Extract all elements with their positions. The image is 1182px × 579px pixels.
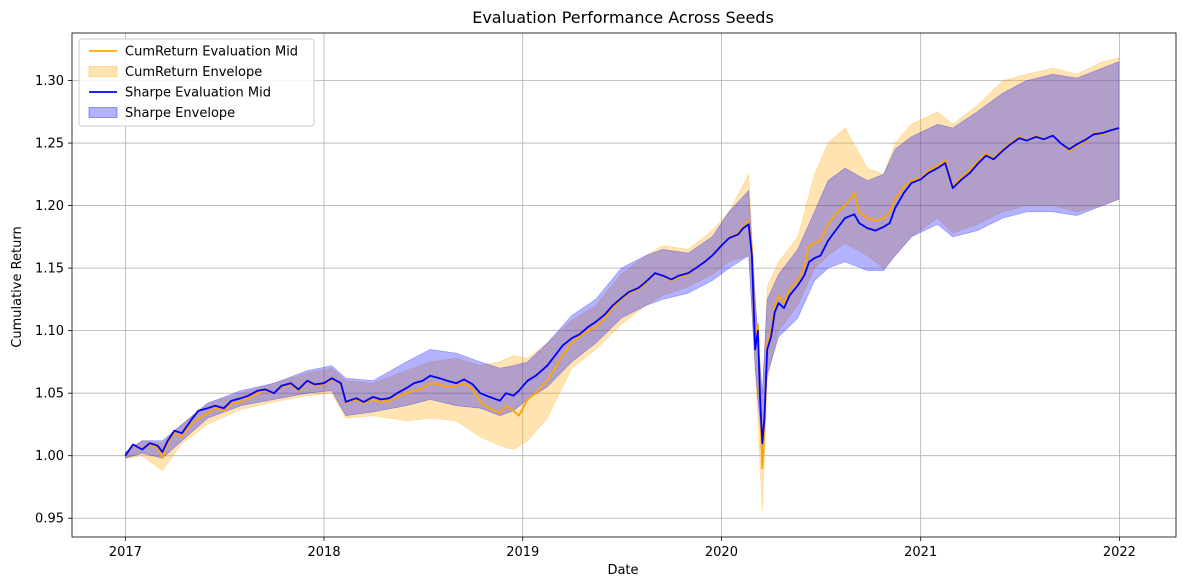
legend-label: Sharpe Evaluation Mid bbox=[125, 86, 271, 101]
legend-swatch-1 bbox=[88, 66, 118, 77]
y-tick-label: 1.00 bbox=[35, 449, 64, 464]
legend-label: CumReturn Envelope bbox=[125, 65, 262, 80]
grid-lines bbox=[72, 33, 1176, 537]
y-tick-label: 0.95 bbox=[35, 512, 64, 527]
x-tick-label: 2019 bbox=[506, 545, 539, 560]
series-layer bbox=[124, 57, 1120, 513]
chart-title: Evaluation Performance Across Seeds bbox=[472, 8, 774, 27]
x-tick-label: 2022 bbox=[1103, 545, 1136, 560]
cumreturn-envelope-area bbox=[125, 57, 1120, 513]
y-tick-label: 1.05 bbox=[35, 387, 64, 402]
y-tick-label: 1.10 bbox=[35, 324, 64, 339]
x-axis-label: Date bbox=[607, 563, 638, 578]
y-tick-label: 1.15 bbox=[35, 262, 64, 277]
y-tick-label: 1.20 bbox=[35, 199, 64, 214]
legend-box bbox=[78, 38, 315, 127]
legend: CumReturn Evaluation Mid CumReturn Envelo… bbox=[78, 38, 315, 127]
axis-ticks: 2017 2018 2019 2020 2021 2022 0.95 1.00 1.05 1.10… bbox=[35, 74, 1136, 560]
y-tick-label: 1.25 bbox=[35, 137, 64, 152]
x-tick-label: 2017 bbox=[109, 545, 142, 560]
sharpe-evaluation-mid-line bbox=[124, 127, 1120, 457]
y-axis-label: Cumulative Return bbox=[10, 226, 25, 347]
sharpe-envelope-area bbox=[125, 61, 1120, 459]
y-tick-label: 1.30 bbox=[35, 74, 64, 89]
legend-swatch-3 bbox=[88, 107, 118, 118]
x-tick-label: 2018 bbox=[308, 545, 341, 560]
legend-label: CumReturn Evaluation Mid bbox=[125, 45, 298, 60]
x-tick-label: 2020 bbox=[705, 545, 738, 560]
plot-frame bbox=[71, 32, 1177, 538]
legend-label: Sharpe Envelope bbox=[125, 106, 235, 121]
x-tick-label: 2021 bbox=[904, 545, 937, 560]
